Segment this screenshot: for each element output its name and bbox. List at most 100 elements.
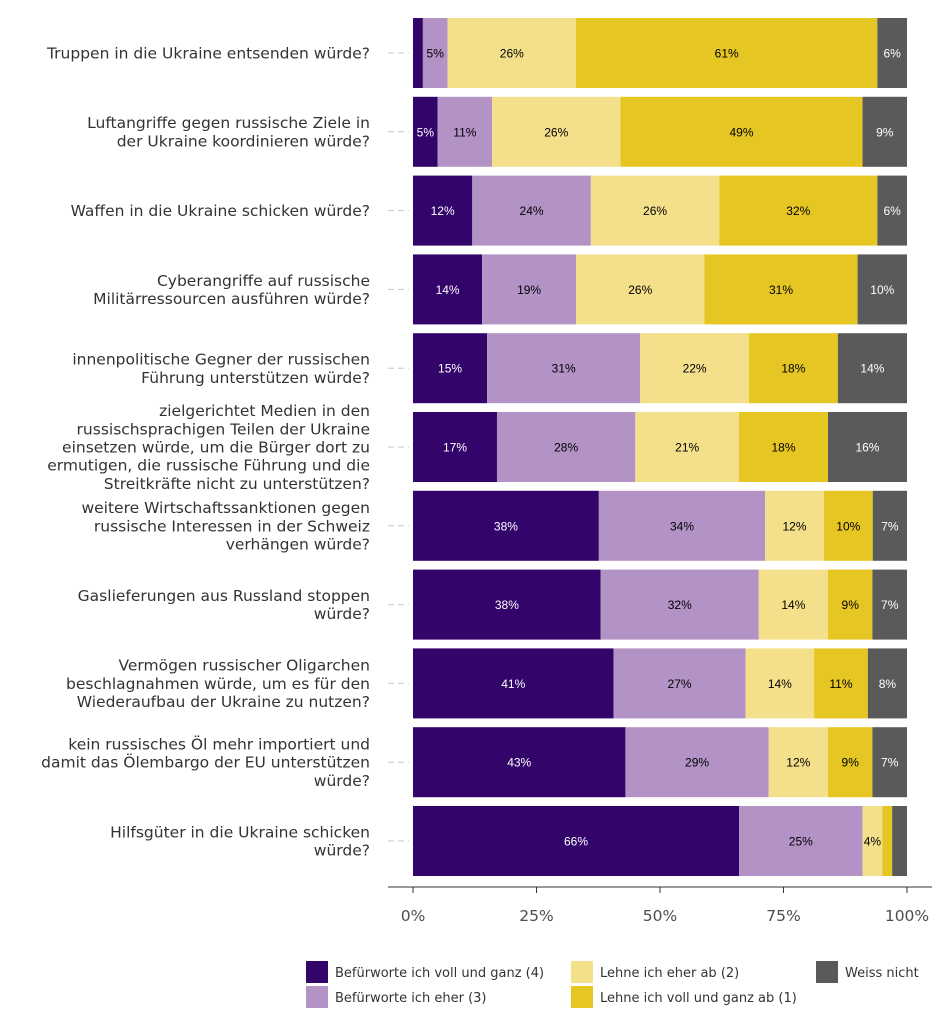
category-label-line: Cyberangriffe auf russische [157,272,370,290]
legend-label: Weiss nicht [845,966,919,981]
bar-segment [437,96,493,167]
category-label-line: Hilfsgüter in die Ukraine schicken [110,823,370,841]
bar-segment [748,333,838,404]
data-label: 8% [879,677,897,691]
category-label-line: innenpolitische Gegner der russischen [72,351,370,369]
category-label-line: verhängen würde? [226,536,370,554]
data-label: 32% [668,598,692,612]
bar-segment [768,727,828,798]
data-label: 26% [643,204,667,218]
data-label: 12% [431,204,455,218]
bar-segment [827,412,907,482]
category-label-line: Waffen in die Ukraine schicken würde? [71,202,370,220]
data-label: 6% [884,47,902,61]
data-label: 31% [552,362,576,376]
data-label: 4% [864,835,882,849]
data-label: 5% [417,125,435,139]
data-label: 28% [554,441,578,455]
bar-segment [613,648,746,719]
category-label-line: weitere Wirtschaftssanktionen gegen [81,499,370,517]
data-label: 7% [881,598,899,612]
bar-segment [472,175,591,246]
legend-label: Lehne ich voll und ganz ab (1) [600,991,797,1006]
bar-segment [739,806,863,876]
bar-segment [882,806,893,876]
category-label-line: Vermögen russischer Oligarchen [118,657,370,675]
category-label-line: Gaslieferungen aus Russland stoppen [78,587,370,605]
category-label: Waffen in die Ukraine schicken würde? [71,202,370,220]
bars: 5% 26% 61% 6% 5% 11% 26% 49% 9% 12% 24% 26% 32% 6% 14%… [413,18,907,876]
bar-segment [704,254,858,325]
bar-segment [600,569,759,640]
data-label: 7% [881,519,899,533]
x-tick-label: 50% [643,907,677,925]
bar-segment [413,96,438,167]
dash-guides [388,52,409,842]
bar-segment [576,254,705,325]
data-label: 14% [860,362,884,376]
data-label: 7% [881,756,899,770]
category-label: Gaslieferungen aus Russland stoppen würde… [78,587,370,623]
data-label: 22% [683,362,707,376]
data-label: 18% [771,441,795,455]
data-label: 38% [494,519,518,533]
data-label: 5% [427,47,445,61]
data-label: 12% [782,519,806,533]
bar-segment [857,254,907,325]
bar-segment [620,96,863,167]
bar-segment [413,412,497,482]
bar-segment [482,254,577,325]
bar-segment [827,727,873,798]
bar-segment [413,648,614,719]
legend-swatch [571,961,593,983]
x-tick-label: 25% [519,907,553,925]
category-label-line: Führung unterstützen würde? [141,369,370,387]
bar-segment [625,727,769,798]
data-label: 26% [544,125,568,139]
legend-swatch [571,986,593,1008]
data-label: 15% [438,362,462,376]
data-label: 6% [884,204,902,218]
data-label: 27% [668,677,692,691]
category-label: weitere Wirtschaftssanktionen gegen russi… [81,499,370,553]
category-labels: Truppen in die Ukraine entsenden würde? L… [41,45,370,860]
bar-segment [877,18,907,88]
bar-segment [827,569,873,640]
data-label: 18% [781,362,805,376]
data-label: 66% [564,835,588,849]
data-label: 16% [855,441,879,455]
bar-segment [496,412,636,482]
category-label-line: beschlagnahmen würde, um es für den [66,675,370,693]
bar-segment [872,569,907,640]
category-label: Truppen in die Ukraine entsenden würde? [46,45,370,63]
category-label-line: einsetzen würde, um die Bürger dort zu [62,439,370,457]
data-label: 9% [842,756,860,770]
data-label: 17% [443,441,467,455]
bar-segment [862,96,907,167]
x-tick-label: 100% [885,907,929,925]
category-label-line: Militärressourcen ausführen würde? [93,290,370,308]
data-label: 61% [715,47,739,61]
data-label: 10% [836,519,860,533]
bar-segment [413,490,599,561]
bar-segment [598,490,766,561]
data-label: 32% [786,204,810,218]
bar-segment [814,648,868,719]
bar-segment [413,727,626,798]
data-label: 24% [520,204,544,218]
bar-segment [487,333,641,404]
category-label-line: russische Interessen in der Schweiz [94,517,370,535]
legend-swatch [306,961,328,983]
bar-segment [413,175,473,246]
legend: Befürworte ich voll und ganz (4) Befürwor… [306,961,919,1008]
legend-swatch [306,986,328,1008]
bar-segment [877,175,907,246]
category-label-line: kein russisches Öl mehr importiert und [68,735,370,754]
bar-segment [422,18,448,88]
category-label: Hilfsgüter in die Ukraine schicken würde? [110,823,370,859]
bar-segment [413,333,488,404]
category-label-line: würde? [314,772,370,790]
bar-segment [872,727,907,798]
bar-segment [576,18,878,88]
data-label: 41% [501,677,525,691]
